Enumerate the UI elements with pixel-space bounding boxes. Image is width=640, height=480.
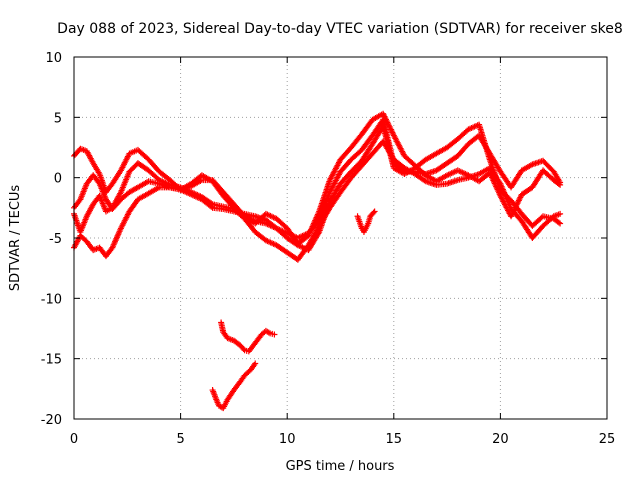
x-tick-label: 5 (176, 432, 184, 447)
chart-title: Day 088 of 2023, Sidereal Day-to-day VTE… (57, 21, 623, 37)
y-tick-label: 0 (54, 172, 62, 187)
marker-path-fragment-3 (218, 319, 278, 355)
series-fragment-3 (218, 319, 278, 355)
axis-ticks: 0 5 10 15 20 25 -20 -15 -10 -5 0 5 10 (41, 51, 616, 447)
y-tick-label: -20 (41, 413, 62, 428)
y-axis-label: SDTVAR / TECUs (8, 185, 23, 292)
data-marks (71, 110, 564, 412)
series-fragment-1 (354, 208, 378, 235)
y-tick-label: 10 (45, 51, 62, 66)
x-tick-label: 25 (599, 432, 616, 447)
y-tick-label: -15 (41, 353, 62, 368)
x-tick-label: 15 (386, 432, 403, 447)
marker-path-fragment-1 (354, 208, 378, 235)
x-tick-label: 0 (70, 432, 78, 447)
x-tick-label: 20 (492, 432, 509, 447)
x-axis-label: GPS time / hours (286, 459, 395, 474)
y-tick-label: -10 (41, 292, 62, 307)
y-tick-label: -5 (49, 232, 62, 247)
series-fragment-2 (209, 360, 259, 412)
y-tick-label: 5 (54, 111, 62, 126)
marker-path-fragment-2 (209, 360, 259, 412)
x-tick-label: 10 (279, 432, 296, 447)
